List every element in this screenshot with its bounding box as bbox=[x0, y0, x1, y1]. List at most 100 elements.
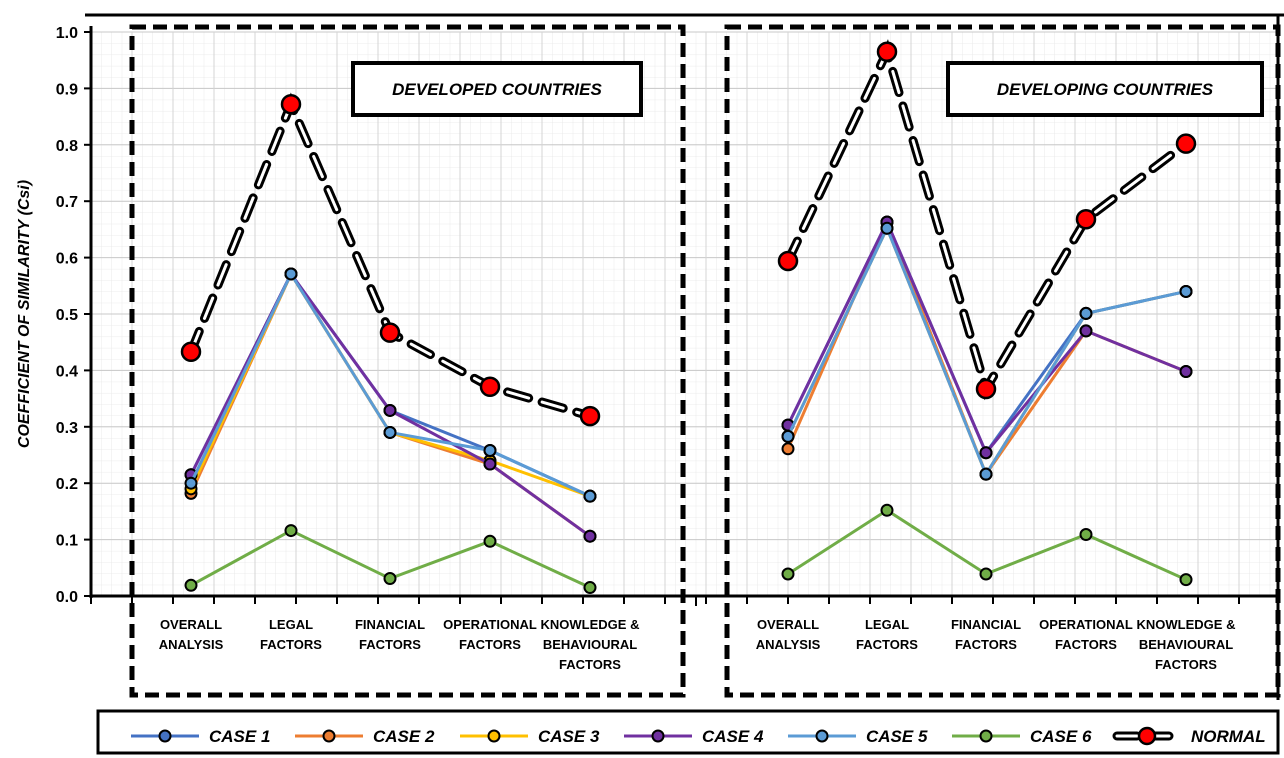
point-case-6 bbox=[1179, 573, 1193, 587]
point-case-5 bbox=[781, 429, 795, 443]
panel-title-1: DEVELOPED COUNTRIES bbox=[392, 80, 602, 99]
panel-title-box-2 bbox=[946, 61, 1264, 117]
point-normal bbox=[280, 93, 302, 115]
y-tick-label: 0.9 bbox=[56, 81, 78, 98]
x-category-label-line: KNOWLEDGE & bbox=[1137, 617, 1236, 632]
point-normal bbox=[876, 41, 898, 62]
x-category-label-line: BEHAVIOURAL bbox=[1139, 637, 1233, 652]
x-category-label-line: FACTORS bbox=[955, 637, 1017, 652]
x-category-label-line: FACTORS bbox=[856, 637, 918, 652]
point-case-4 bbox=[1179, 365, 1193, 379]
point-case-5 bbox=[583, 489, 597, 503]
labels-layer: 0.0 0.1 0.2 0.3 0.4 0.5 0.6 0.7 0.8 0.9 1.0 COEFFIC… bbox=[16, 25, 1264, 672]
panel-title-2: DEVELOPING COUNTRIES bbox=[997, 80, 1214, 99]
y-tick-label: 0.6 bbox=[56, 251, 78, 268]
point-normal bbox=[180, 341, 202, 363]
point-case-5 bbox=[880, 221, 894, 235]
legend-label-case-2: CASE 2 bbox=[373, 727, 435, 746]
legend-marker-case-2 bbox=[322, 729, 336, 743]
legend-marker-case-3 bbox=[487, 729, 501, 743]
legend-marker-case-5 bbox=[815, 729, 829, 743]
point-case-5 bbox=[483, 443, 497, 457]
x-category-label-line: FACTORS bbox=[559, 657, 621, 672]
y-tick-label: 0.1 bbox=[56, 533, 78, 550]
legend: CASE 1 CASE 2 CASE 3 CASE 4 CASE 5 CASE 6 NORM… bbox=[96, 709, 1280, 755]
legend-label-case-1: CASE 1 bbox=[209, 727, 270, 746]
x-category-label-line: LEGAL bbox=[269, 617, 313, 632]
point-case-6 bbox=[184, 578, 198, 592]
axes bbox=[84, 13, 1284, 700]
x-category-label-line: FACTORS bbox=[1155, 657, 1217, 672]
point-case-6 bbox=[781, 567, 795, 581]
x-category-label-line: FACTORS bbox=[359, 637, 421, 652]
point-case-4 bbox=[583, 529, 597, 543]
x-category-label-line: ANALYSIS bbox=[756, 637, 821, 652]
point-case-6 bbox=[880, 503, 894, 517]
x-category-label-line: FACTORS bbox=[1055, 637, 1117, 652]
point-case-4 bbox=[1079, 324, 1093, 338]
x-category-label-line: OVERALL bbox=[160, 617, 222, 632]
y-tick-label: 0.4 bbox=[56, 363, 78, 380]
point-case-5 bbox=[284, 267, 298, 281]
x-category-label-line: BEHAVIOURAL bbox=[543, 637, 637, 652]
point-case-4 bbox=[979, 446, 993, 460]
point-case-5 bbox=[979, 467, 993, 481]
y-axis-label: COEFFICIENT OF SIMILARITY (Csi) bbox=[16, 180, 33, 448]
legend-box bbox=[96, 709, 1280, 755]
x-category-label: KNOWLEDGE & BEHAVIOURAL FACTORS bbox=[1137, 617, 1236, 672]
legend-label-case-5: CASE 5 bbox=[866, 727, 928, 746]
point-case-6 bbox=[483, 534, 497, 548]
point-case-6 bbox=[979, 567, 993, 581]
y-tick-label: 0.0 bbox=[56, 589, 78, 606]
point-normal bbox=[479, 376, 501, 398]
legend-label-case-6: CASE 6 bbox=[1030, 727, 1092, 746]
point-case-6 bbox=[284, 524, 298, 538]
point-normal bbox=[579, 405, 601, 427]
x-category-label: OVERALL ANALYSIS bbox=[756, 617, 821, 652]
x-category-label: OPERATIONAL FACTORS bbox=[1039, 617, 1133, 652]
point-case-4 bbox=[383, 403, 397, 417]
x-category-label-line: OPERATIONAL bbox=[1039, 617, 1133, 632]
y-tick-label: 1.0 bbox=[56, 25, 78, 42]
legend-marker-case-6 bbox=[979, 729, 993, 743]
x-category-label-line: OVERALL bbox=[757, 617, 819, 632]
point-case-6 bbox=[583, 581, 597, 595]
x-category-label-line: OPERATIONAL bbox=[443, 617, 537, 632]
x-category-label: FINANCIAL FACTORS bbox=[951, 617, 1021, 652]
point-case-5 bbox=[1079, 306, 1093, 320]
y-tick-label: 0.3 bbox=[56, 420, 78, 437]
legend-label-case-4: CASE 4 bbox=[702, 727, 764, 746]
point-case-6 bbox=[383, 572, 397, 586]
x-category-label-line: FINANCIAL bbox=[355, 617, 425, 632]
x-category-label-line: KNOWLEDGE & bbox=[541, 617, 640, 632]
x-category-label: FINANCIAL FACTORS bbox=[355, 617, 425, 652]
legend-marker-case-1 bbox=[158, 729, 172, 743]
point-normal bbox=[379, 322, 401, 343]
legend-label-normal: NORMAL bbox=[1191, 727, 1266, 746]
point-normal bbox=[777, 250, 799, 272]
y-tick-label: 0.5 bbox=[56, 307, 78, 324]
x-category-label: OPERATIONAL FACTORS bbox=[443, 617, 537, 652]
point-case-5 bbox=[383, 425, 397, 439]
panel-frame-1 bbox=[129, 24, 686, 698]
legend-marker-normal bbox=[1137, 726, 1157, 746]
x-category-label-line: FACTORS bbox=[260, 637, 322, 652]
x-category-label: OVERALL ANALYSIS bbox=[159, 617, 224, 652]
panel-title-box-1 bbox=[351, 61, 643, 117]
point-case-4 bbox=[483, 457, 497, 471]
y-tick-label: 0.2 bbox=[56, 476, 78, 493]
x-category-label-line: FINANCIAL bbox=[951, 617, 1021, 632]
x-category-label: LEGAL FACTORS bbox=[260, 617, 322, 652]
legend-label-case-3: CASE 3 bbox=[538, 727, 600, 746]
y-tick-label: 0.7 bbox=[56, 194, 78, 211]
x-category-label: KNOWLEDGE & BEHAVIOURAL FACTORS bbox=[541, 617, 640, 672]
point-normal bbox=[1075, 208, 1097, 230]
point-case-6 bbox=[1079, 528, 1093, 542]
series-layer bbox=[180, 39, 1197, 595]
y-tick-label: 0.8 bbox=[56, 138, 78, 155]
point-case-5 bbox=[1179, 284, 1193, 298]
point-normal bbox=[1175, 133, 1197, 154]
x-category-label-line: FACTORS bbox=[459, 637, 521, 652]
x-category-label-line: ANALYSIS bbox=[159, 637, 224, 652]
